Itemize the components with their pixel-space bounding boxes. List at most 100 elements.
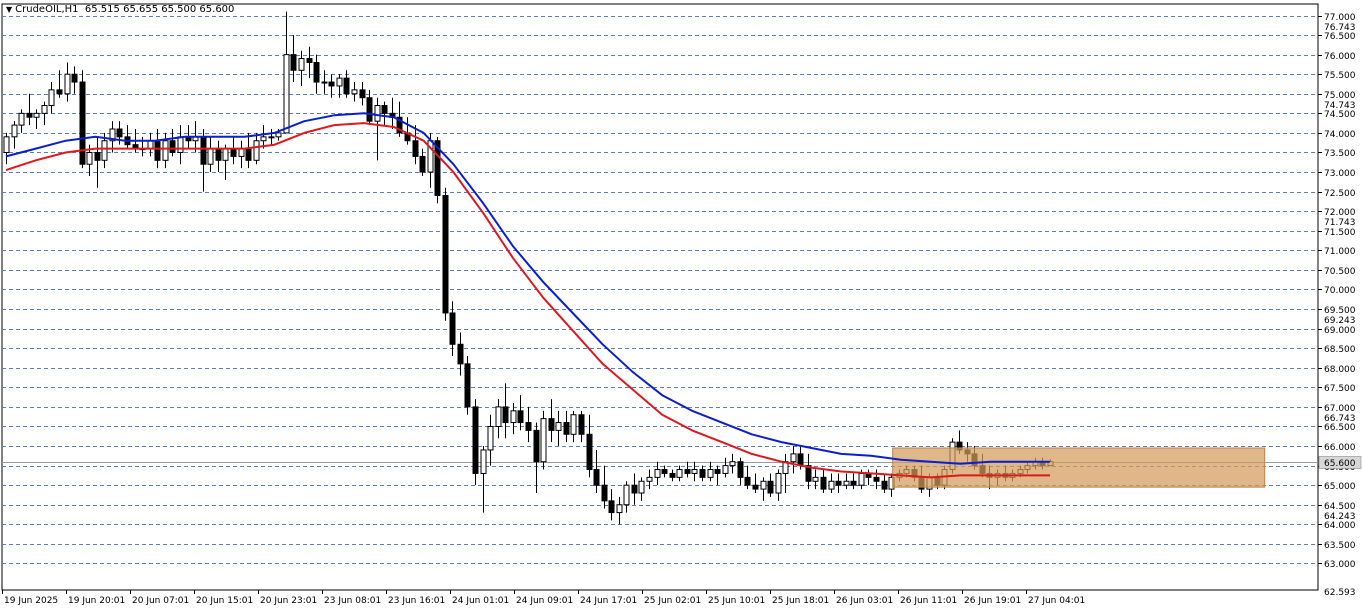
price-tick-label: 67.500 bbox=[1324, 384, 1356, 394]
current-price-tag[interactable] bbox=[1318, 456, 1362, 469]
candle-bull bbox=[555, 422, 562, 431]
candle-bear bbox=[313, 61, 320, 83]
time-tick-label: 24 Jun 01:01 bbox=[452, 596, 509, 606]
candle-bear bbox=[116, 128, 123, 138]
price-tick-label: 64.000 bbox=[1324, 521, 1356, 531]
triangle-down-icon[interactable]: ▼ bbox=[6, 5, 13, 14]
candle-bear bbox=[797, 453, 804, 467]
candle-bear bbox=[714, 469, 721, 474]
candle-bear bbox=[419, 155, 426, 173]
time-tick-label: 25 Jun 02:01 bbox=[644, 596, 701, 606]
ohlc-values: 65.515 65.655 65.500 65.600 bbox=[84, 4, 235, 15]
candle-bear bbox=[230, 148, 237, 157]
candle-bull bbox=[283, 54, 290, 134]
level-label: 69.243 bbox=[1324, 316, 1356, 326]
candle-bear bbox=[434, 140, 441, 197]
time-tick-label: 24 Jun 17:01 bbox=[580, 596, 637, 606]
candle-bull bbox=[260, 136, 267, 142]
candle-bear bbox=[752, 484, 759, 490]
level-label: 71.743 bbox=[1324, 218, 1356, 228]
candle-bear bbox=[684, 469, 691, 474]
candle-bear bbox=[328, 81, 335, 87]
candle-bear bbox=[631, 484, 638, 494]
time-tick-label: 20 Jun 23:01 bbox=[260, 596, 317, 606]
candles bbox=[3, 11, 1054, 525]
candle-bull bbox=[374, 105, 381, 122]
candle-bear bbox=[169, 140, 176, 153]
candle-bull bbox=[858, 472, 865, 486]
price-tick-label: 63.000 bbox=[1324, 560, 1356, 570]
symbol-info: ▼ CrudeOIL,H1 65.515 65.655 65.500 65.600 bbox=[6, 4, 234, 15]
candle-bear bbox=[306, 58, 313, 63]
candle-bear bbox=[396, 116, 403, 134]
time-tick-label: 26 Jun 11:01 bbox=[900, 596, 957, 606]
current-price-label: 65.600 bbox=[1324, 459, 1356, 469]
candle-bull bbox=[222, 148, 229, 161]
price-axis[interactable]: 77.000 76.500 76.000 75.500 75.000 74.500 74.0… bbox=[1318, 13, 1362, 598]
candle-bear bbox=[381, 105, 388, 114]
candle-bear bbox=[608, 500, 615, 514]
candle-bear bbox=[359, 89, 366, 99]
candle-bear bbox=[26, 112, 33, 118]
price-tick-label: 74.500 bbox=[1324, 110, 1356, 120]
candle-bear bbox=[737, 461, 744, 478]
candle-bear bbox=[593, 469, 600, 486]
candle-bear bbox=[767, 480, 774, 494]
price-tick-label: 76.000 bbox=[1324, 52, 1356, 62]
symbol-timeframe: CrudeOIL,H1 bbox=[15, 4, 79, 15]
price-tick-label: 63.500 bbox=[1324, 541, 1356, 551]
candle-bull bbox=[109, 128, 116, 142]
candle-bull bbox=[147, 140, 154, 150]
time-tick-label: 25 Jun 10:01 bbox=[708, 596, 765, 606]
price-tick-label: 64.500 bbox=[1324, 502, 1356, 512]
price-tick-label: 71.500 bbox=[1324, 228, 1356, 238]
level-label: 64.243 bbox=[1324, 512, 1356, 522]
candle-bear bbox=[699, 469, 706, 478]
time-tick-label: 26 Jun 19:01 bbox=[964, 596, 1021, 606]
candle-bear bbox=[873, 476, 880, 482]
time-tick-label: 23 Jun 08:01 bbox=[324, 596, 381, 606]
price-tick-label: 68.000 bbox=[1324, 365, 1356, 375]
candle-bull bbox=[760, 480, 767, 490]
price-tick-label: 72.500 bbox=[1324, 189, 1356, 199]
level-label: 74.743 bbox=[1324, 101, 1356, 111]
candle-bull bbox=[676, 469, 683, 478]
candle-bull bbox=[351, 89, 358, 95]
level-label: 76.743 bbox=[1324, 23, 1356, 33]
candle-bear bbox=[200, 136, 207, 165]
candle-bull bbox=[298, 58, 305, 71]
candle-bear bbox=[805, 465, 812, 482]
candle-bear bbox=[744, 476, 751, 486]
candle-bull bbox=[18, 112, 25, 126]
candle-bull bbox=[510, 410, 517, 424]
candle-bear bbox=[578, 414, 585, 435]
candle-bull bbox=[638, 480, 645, 494]
candle-bull bbox=[177, 136, 184, 153]
candle-bear bbox=[154, 140, 161, 161]
candle-bull bbox=[41, 105, 48, 114]
time-tick-label: 26 Jun 03:01 bbox=[836, 596, 893, 606]
candle-bear bbox=[669, 472, 676, 478]
candle-bull bbox=[843, 480, 850, 486]
price-tick-label: 69.000 bbox=[1324, 326, 1356, 336]
time-tick-label: 24 Jun 09:01 bbox=[516, 596, 573, 606]
candle-bear bbox=[442, 195, 449, 314]
range-box-rect[interactable] bbox=[892, 447, 1266, 488]
candle-bear bbox=[525, 422, 532, 431]
candle-bull bbox=[275, 132, 282, 138]
candle-bull bbox=[616, 504, 623, 514]
time-tick-label: 23 Jun 16:01 bbox=[388, 596, 445, 606]
candle-bear bbox=[449, 312, 456, 345]
candle-bear bbox=[472, 406, 479, 474]
time-axis[interactable]: 19 Jun 2025 19 Jun 20:01 20 Jun 07:01 20 Ju… bbox=[2, 590, 1086, 606]
price-tick-label: 73.000 bbox=[1324, 169, 1356, 179]
time-tick-label: 20 Jun 07:01 bbox=[132, 596, 189, 606]
candle-bear bbox=[586, 433, 593, 471]
price-bottom-label: 62.593 bbox=[1324, 588, 1356, 598]
candle-bull bbox=[162, 140, 169, 161]
range-box[interactable] bbox=[892, 447, 1266, 488]
candle-bear bbox=[79, 81, 86, 165]
price-tick-label: 75.500 bbox=[1324, 71, 1356, 81]
